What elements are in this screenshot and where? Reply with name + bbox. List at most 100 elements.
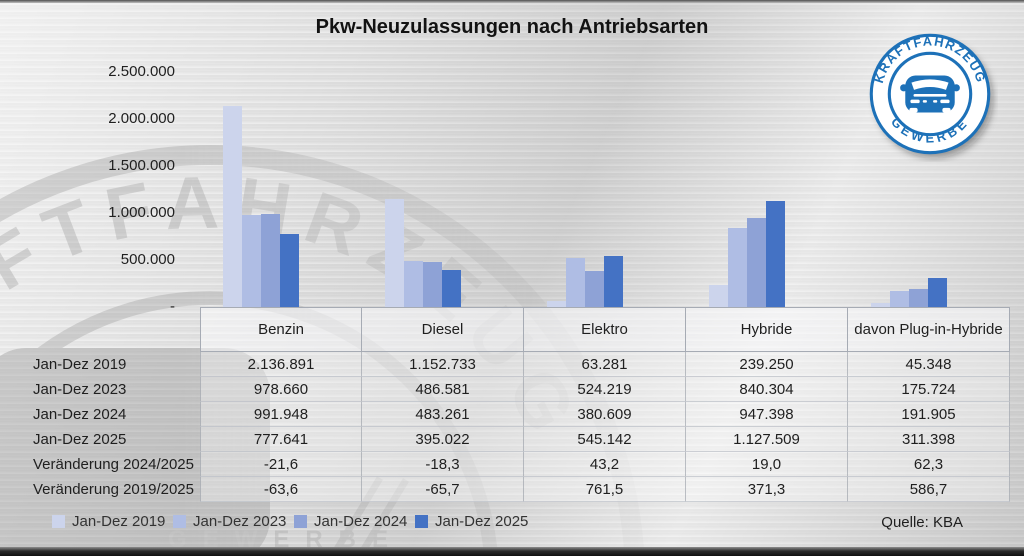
table-cell: -21,6 [200, 452, 362, 477]
bar [547, 301, 566, 307]
table-cell: 45.348 [848, 352, 1010, 377]
top-edge [0, 0, 1024, 3]
category-group [504, 72, 666, 307]
table-cell: 2.136.891 [200, 352, 362, 377]
table-cell: 1.152.733 [362, 352, 524, 377]
legend-marker [52, 515, 65, 528]
bar [728, 228, 747, 307]
bar [871, 302, 890, 307]
table-cell: 524.219 [524, 377, 686, 402]
bar [909, 289, 928, 307]
column-header: Elektro [524, 307, 686, 352]
plot-area [180, 72, 990, 307]
table-cell: 62,3 [848, 452, 1010, 477]
table-cell: 947.398 [686, 402, 848, 427]
table-cell: 978.660 [200, 377, 362, 402]
table-row-label: Veränderung 2024/2025 [33, 456, 194, 473]
table-cell: 991.948 [200, 402, 362, 427]
bar [404, 261, 423, 307]
bar [766, 201, 785, 307]
chart-legend: Jan-Dez 2019 Jan-Dez 2023 Jan-Dez 2024 Jan-… [52, 513, 536, 530]
legend-item: Jan-Dez 2025 [415, 513, 536, 530]
bar [604, 255, 623, 307]
table-cell: 43,2 [524, 452, 686, 477]
table-row-label: Jan-Dez 2024 [33, 406, 127, 423]
table-row-label: Jan-Dez 2019 [33, 356, 127, 373]
legend-marker [173, 515, 186, 528]
bar [261, 213, 280, 307]
table-cell: 19,0 [686, 452, 848, 477]
column-header: Hybride [686, 307, 848, 352]
y-tick-label: 500.000 [120, 251, 175, 268]
category-group [180, 72, 342, 307]
table-cell: 777.641 [200, 427, 362, 452]
logo-car-icon [900, 75, 960, 113]
table-cell: 175.724 [848, 377, 1010, 402]
y-tick-label: 2.500.000 [108, 63, 175, 80]
y-tick-label: - [170, 298, 175, 315]
legend-item: Jan-Dez 2019 [52, 513, 173, 530]
table-cell: 191.905 [848, 402, 1010, 427]
table-cell: 1.127.509 [686, 427, 848, 452]
bar [442, 269, 461, 307]
bar-cluster [385, 198, 461, 307]
table-cell: 311.398 [848, 427, 1010, 452]
legend-marker [294, 515, 307, 528]
category-group [666, 72, 828, 307]
bar-cluster [223, 106, 299, 307]
table-cell: 586,7 [848, 477, 1010, 502]
column-header: Benzin [200, 307, 362, 352]
table-row-label: Jan-Dez 2023 [33, 381, 127, 398]
source-note: Quelle: KBA [881, 514, 963, 531]
bar [747, 217, 766, 307]
kfz-gewerbe-logo: KRAFTFAHRZEUG GEWERBE [869, 33, 993, 158]
bar-cluster [871, 277, 947, 307]
legend-label: Jan-Dez 2019 [72, 513, 166, 530]
table-cell: -18,3 [362, 452, 524, 477]
bar [928, 277, 947, 307]
bar [709, 284, 728, 307]
bar [423, 261, 442, 307]
table-cell: -65,7 [362, 477, 524, 502]
table-cell: 486.581 [362, 377, 524, 402]
table-row-label: Jan-Dez 2025 [33, 431, 127, 448]
table-cell: 239.250 [686, 352, 848, 377]
legend-item: Jan-Dez 2023 [173, 513, 294, 530]
bar [385, 198, 404, 307]
y-tick-label: 1.500.000 [108, 157, 175, 174]
data-table: Benzin Diesel Elektro Hybride davon Plug-in-… [25, 307, 1010, 502]
legend-label: Jan-Dez 2025 [435, 513, 529, 530]
table-cell: 840.304 [686, 377, 848, 402]
table-cell: 483.261 [362, 402, 524, 427]
bar-cluster [709, 201, 785, 307]
table-cell: 63.281 [524, 352, 686, 377]
page-title: Pkw-Neuzulassungen nach Antriebsarten [315, 16, 709, 38]
table-cell: -63,6 [200, 477, 362, 502]
table-row-label: Veränderung 2019/2025 [33, 481, 194, 498]
bar [223, 106, 242, 307]
column-header: Diesel [362, 307, 524, 352]
legend-label: Jan-Dez 2024 [314, 513, 408, 530]
y-tick-label: 1.000.000 [108, 204, 175, 221]
category-group [342, 72, 504, 307]
bar [890, 290, 909, 307]
column-header: davon Plug-in-Hybride [848, 307, 1010, 352]
category-group [828, 72, 990, 307]
table-cell: 761,5 [524, 477, 686, 502]
table-cell: 395.022 [362, 427, 524, 452]
bar [585, 271, 604, 307]
y-axis: 2.500.000 2.000.000 1.500.000 1.000.000 500.… [70, 0, 175, 340]
table-cell: 545.142 [524, 427, 686, 452]
y-tick-label: 2.000.000 [108, 110, 175, 127]
bar [242, 215, 261, 307]
legend-marker [415, 515, 428, 528]
table-cell: 380.609 [524, 402, 686, 427]
table-corner [25, 307, 200, 352]
bottom-edge [0, 547, 1024, 556]
legend-item: Jan-Dez 2024 [294, 513, 415, 530]
bar-cluster [547, 255, 623, 307]
bar [280, 233, 299, 307]
bar [566, 257, 585, 307]
